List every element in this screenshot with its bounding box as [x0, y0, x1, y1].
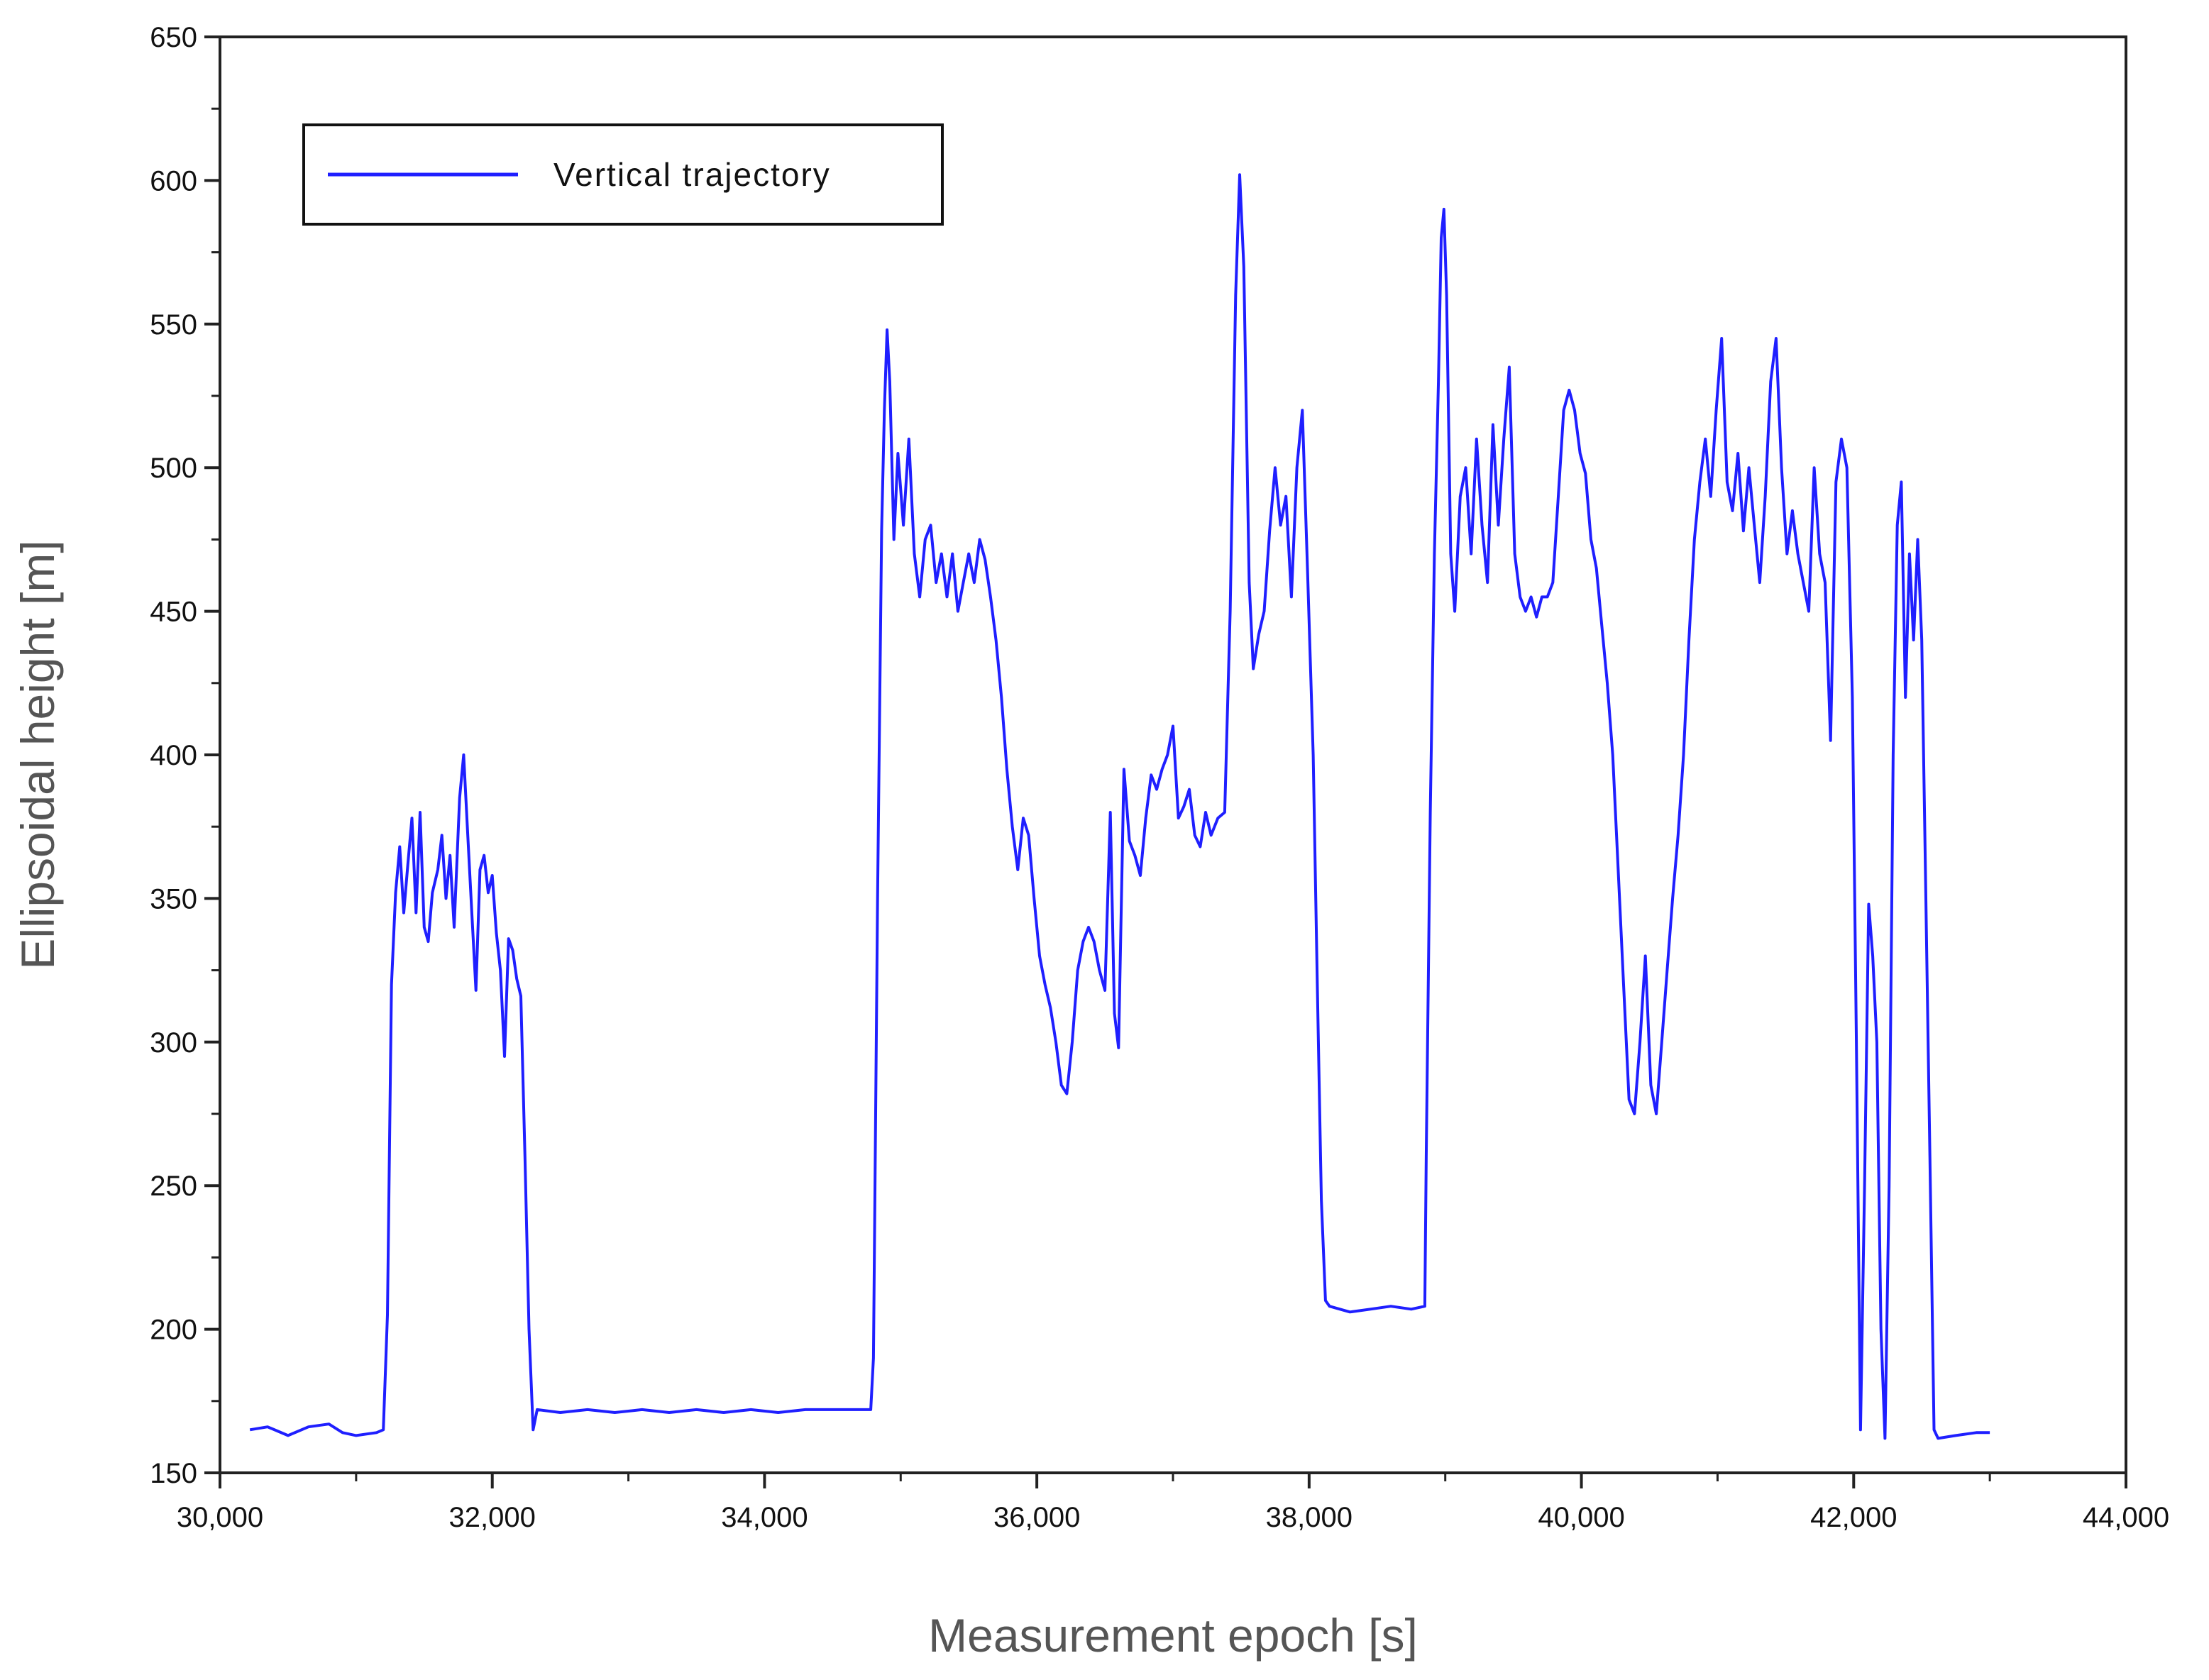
- x-tick-label: 42,000: [1810, 1502, 1897, 1533]
- y-tick-label: 400: [150, 740, 197, 771]
- legend-label: Vertical trajectory: [553, 156, 831, 193]
- y-axis-ticks: 150 200 250 300 350 400 450 500 550 600 650: [150, 22, 220, 1489]
- legend: Vertical trajectory: [302, 123, 944, 226]
- x-tick-label: 34,000: [721, 1502, 808, 1533]
- series-line-vertical-trajectory: [249, 173, 1990, 1440]
- y-tick-label: 650: [150, 22, 197, 53]
- x-tick-label: 32,000: [449, 1502, 536, 1533]
- y-axis-title: Ellipsoidal height [m]: [11, 540, 64, 969]
- series-layer: [249, 173, 1990, 1440]
- y-tick-label: 500: [150, 453, 197, 484]
- y-tick-label: 350: [150, 883, 197, 914]
- y-tick-label: 300: [150, 1027, 197, 1059]
- y-tick-label: 150: [150, 1458, 197, 1489]
- x-tick-label: 30,000: [177, 1502, 263, 1533]
- y-tick-label: 600: [150, 165, 197, 197]
- x-tick-label: 36,000: [993, 1502, 1080, 1533]
- y-tick-label: 550: [150, 309, 197, 341]
- x-axis-title: Measurement epoch [s]: [928, 1609, 1418, 1662]
- x-axis-ticks: 30,000 32,000 34,000 36,000 38,000 40,000 42,0…: [177, 1473, 2169, 1533]
- y-tick-label: 200: [150, 1315, 197, 1346]
- y-tick-label: 450: [150, 597, 197, 628]
- x-tick-label: 44,000: [2083, 1502, 2169, 1533]
- x-tick-label: 38,000: [1266, 1502, 1353, 1533]
- y-tick-label: 250: [150, 1171, 197, 1202]
- x-tick-label: 40,000: [1538, 1502, 1624, 1533]
- plot-frame: [219, 35, 2127, 1474]
